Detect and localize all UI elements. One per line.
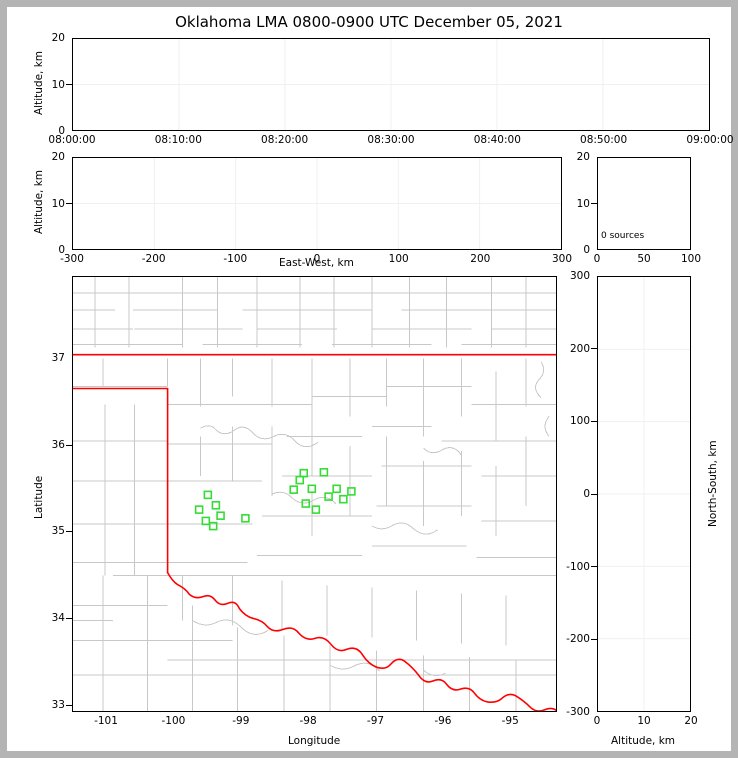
panel1-xtick-3: 08:30:00: [367, 134, 415, 146]
panel1-xtick-6: 09:00:00: [686, 134, 734, 146]
lma-station-marker: [324, 492, 333, 501]
panel5-ytick-m200: -200: [566, 633, 590, 646]
lma-station-marker: [307, 484, 317, 494]
panel2-xtick-m300: -300: [60, 253, 84, 265]
lma-station-marker: [201, 516, 211, 526]
panel-time-height[interactable]: [72, 38, 710, 131]
panel-east-west-height[interactable]: [72, 157, 562, 250]
lma-station-marker: [311, 505, 321, 514]
panel1-ylabel: Altitude, km: [33, 50, 45, 115]
panel2-ytick-20: 20: [51, 151, 65, 163]
panel1-ytick-10: 10: [51, 78, 65, 91]
map-plot-area: [73, 277, 556, 711]
figure-title: Oklahoma LMA 0800-0900 UTC December 05, …: [175, 13, 563, 31]
panel5-ytick-200: 200: [569, 342, 590, 355]
lma-station-marker: [295, 475, 305, 485]
time-height-plot-area: [73, 39, 709, 130]
panel3-xtick-0: 0: [593, 253, 601, 265]
lma-station-marker: [347, 487, 356, 496]
figure-canvas: Oklahoma LMA 0800-0900 UTC December 05, …: [7, 7, 734, 751]
source-count-label: 0 sources: [601, 231, 645, 241]
panel4-xtick-m97: -97: [366, 715, 385, 727]
panel4-ytick-34: 34: [51, 612, 65, 624]
panel-plan-view-map[interactable]: [72, 276, 557, 712]
panel5-xlabel: Altitude, km: [611, 735, 676, 747]
lma-station-marker: [216, 511, 225, 520]
panel5-xtick-10: 10: [637, 715, 651, 727]
lma-station-marker: [332, 484, 341, 494]
panel4-ylabel: Latitude: [33, 475, 45, 519]
lma-station-markers: [194, 468, 356, 531]
panel4-xtick-m96: -96: [434, 715, 452, 727]
panel4-xtick-m99: -99: [232, 715, 250, 727]
panel5-ylabel: North-South, km: [707, 440, 719, 527]
panel4-xtick-m98: -98: [299, 715, 317, 727]
panel2-xtick-200: 200: [470, 253, 491, 265]
panel4-ytick-37: 37: [51, 352, 65, 364]
panel3-xtick-100: 100: [680, 253, 702, 265]
panel2-xtick-100: 100: [388, 253, 409, 265]
lma-station-marker: [211, 501, 221, 510]
panel2-ytick-10: 10: [51, 197, 65, 210]
panel5-xtick-20: 20: [684, 715, 698, 727]
panel2-xtick-0: 0: [313, 253, 321, 265]
panel1-xtick-1: 08:10:00: [154, 134, 202, 146]
panel-altitude-histogram[interactable]: [597, 157, 691, 250]
lma-station-marker: [289, 485, 298, 494]
state-border-oklahoma: [73, 353, 556, 711]
panel5-ytick-100: 100: [569, 415, 590, 428]
county-lines: [73, 277, 556, 711]
panel4-xtick-m101: -101: [94, 715, 118, 727]
panel2-xtick-300: 300: [551, 253, 573, 265]
panel2-ytick-0: 0: [58, 244, 65, 256]
lma-station-marker: [319, 468, 329, 477]
panel4-xtick-m95: -95: [501, 715, 519, 727]
panel4-ytick-35: 35: [51, 525, 65, 537]
lma-station-marker: [339, 494, 348, 504]
panel3-xtick-50: 50: [637, 253, 651, 265]
panel2-ylabel: Altitude, km: [33, 169, 45, 234]
panel1-xtick-2: 08:20:00: [261, 134, 309, 146]
panel2-xtick-m200: -200: [141, 253, 166, 265]
panel3-ytick-10: 10: [576, 197, 590, 210]
lma-station-marker: [241, 514, 250, 523]
panel3-ytick-20: 20: [576, 151, 590, 163]
east-west-height-plot-area: [73, 158, 561, 249]
north-south-height-plot-area: [598, 277, 690, 711]
panel5-ytick-0: 0: [583, 488, 590, 500]
panel4-xlabel: Longitude: [288, 735, 341, 747]
panel1-ytick-0: 0: [58, 125, 65, 137]
panel5-xtick-0: 0: [593, 715, 601, 727]
panel1-xtick-4: 08:40:00: [473, 134, 521, 146]
panel1-xtick-0: 08:00:00: [48, 134, 96, 146]
panel2-xlabel: East-West, km: [279, 257, 354, 269]
panel3-ytick-0: 0: [583, 244, 590, 256]
panel5-ytick-m100: -100: [566, 560, 590, 573]
lma-station-marker: [203, 490, 213, 500]
panel4-ytick-33: 33: [51, 699, 65, 711]
panel5-ytick-300: 300: [569, 270, 590, 282]
lma-station-marker: [194, 505, 204, 514]
panel5-ytick-m300: -300: [566, 706, 590, 718]
panel1-ytick-20: 20: [51, 32, 65, 44]
panel2-xtick-m100: -100: [223, 253, 248, 265]
panel4-xtick-m100: -100: [161, 715, 186, 727]
panel1-xtick-5: 08:50:00: [580, 134, 628, 146]
lma-station-marker: [208, 521, 218, 531]
panel-north-south-height[interactable]: [597, 276, 691, 712]
panel4-ytick-36: 36: [51, 439, 65, 451]
lma-station-marker: [301, 499, 311, 508]
